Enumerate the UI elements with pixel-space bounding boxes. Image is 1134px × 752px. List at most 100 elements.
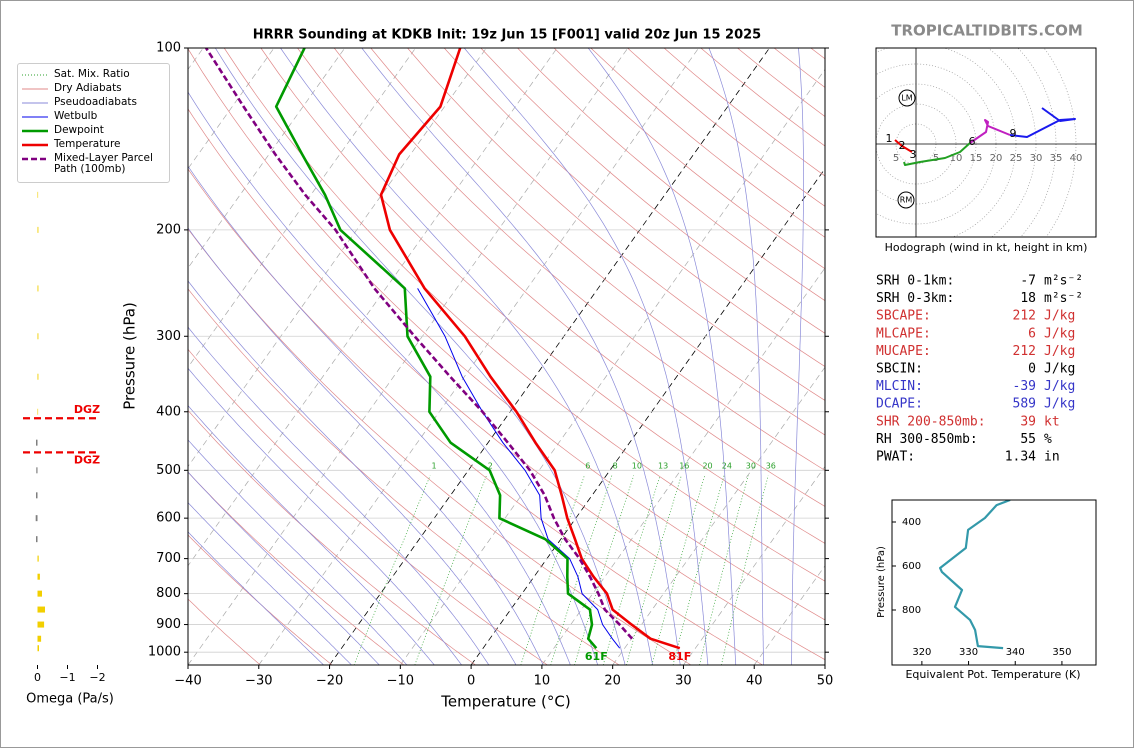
- y-tick-label: 300: [156, 329, 181, 344]
- isotherm: [471, 48, 911, 665]
- index-unit: J/kg: [1044, 397, 1075, 412]
- mixing-ratio-label: 36: [766, 462, 776, 471]
- legend-label: Wetbulb: [54, 111, 97, 122]
- index-unit: %: [1044, 432, 1052, 447]
- y-tick-label: 600: [156, 511, 181, 526]
- dgz-label: DGZ: [74, 453, 100, 466]
- x-tick-label: 0: [34, 671, 41, 684]
- index-value: 55: [1020, 432, 1036, 447]
- x-tick-label: 30: [675, 674, 692, 689]
- omega-bar: [38, 374, 39, 380]
- y-tick-label: 900: [156, 617, 181, 632]
- mixing-ratio-line: [626, 476, 681, 666]
- x-tick-label: 330: [959, 647, 978, 658]
- y-tick-label: 800: [902, 605, 921, 616]
- legend-entry: Pseudoadiabats: [22, 97, 169, 108]
- dry-adiabat: [518, 48, 1134, 665]
- legend-swatch: [22, 154, 48, 164]
- mixing-ratio-label: 24: [722, 462, 732, 471]
- mixing-ratio-label: 1: [432, 462, 437, 471]
- legend-label: Mixed-Layer Parcel Path (100mb): [54, 153, 169, 175]
- hodograph-trace: [970, 120, 1010, 143]
- mixing-ratio-line: [575, 476, 634, 666]
- ring-label: 35: [1050, 153, 1063, 164]
- omega-bar: [36, 536, 38, 542]
- y-tick-label: 500: [156, 463, 181, 478]
- mixing-ratio-label: 6: [585, 462, 590, 471]
- omega-bar: [38, 636, 42, 642]
- legend-entry: Wetbulb: [22, 111, 169, 122]
- pseudoadiabat: [162, 48, 598, 665]
- legend-swatch: [22, 140, 48, 150]
- mixing-ratio-line: [415, 476, 487, 666]
- index-label: SHR 200-850mb:: [876, 414, 986, 429]
- isotherm: [400, 48, 840, 665]
- index-unit: J/kg: [1044, 326, 1075, 341]
- y-tick-label: 200: [156, 222, 181, 237]
- skewt-plot: [0, 48, 1134, 665]
- y-tick-label: 700: [156, 551, 181, 566]
- y-tick-label: 1000: [148, 645, 181, 660]
- x-tick-label: −30: [245, 674, 272, 689]
- x-tick-label: 40: [746, 674, 763, 689]
- dry-adiabat: [774, 48, 1134, 665]
- ring-label: 5: [893, 153, 899, 164]
- theta-y-label: Pressure (hPa): [876, 546, 887, 618]
- mixing-ratio-label: 13: [658, 462, 668, 471]
- index-label: MUCAPE:: [876, 344, 931, 359]
- index-value: 1.34: [1005, 450, 1036, 465]
- mixing-ratio-label: 20: [702, 462, 712, 471]
- legend-entry: Mixed-Layer Parcel Path (100mb): [22, 153, 169, 175]
- ring-label: 30: [1030, 153, 1043, 164]
- x-tick-label: −20: [316, 674, 343, 689]
- x-tick-label: 340: [1006, 647, 1025, 658]
- omega-bar: [36, 440, 38, 446]
- mixing-ratio-label: 2: [488, 462, 493, 471]
- index-value: 6: [1028, 326, 1036, 341]
- index-label: SRH 0-3km:: [876, 291, 954, 306]
- index-value: 39: [1020, 414, 1036, 429]
- omega-bar: [38, 607, 46, 613]
- legend-label: Dry Adiabats: [54, 83, 122, 94]
- index-unit: m²s⁻²: [1044, 291, 1083, 306]
- ring-label: 20: [990, 153, 1003, 164]
- height-label: 9: [1010, 127, 1017, 140]
- theta-e-frame: [892, 500, 1096, 665]
- surface-label: 81F: [668, 650, 691, 663]
- x-axis-label: Temperature (°C): [440, 693, 570, 711]
- omega-bar: [38, 333, 39, 339]
- dry-adiabat: [224, 48, 978, 665]
- index-value: 212: [1013, 309, 1036, 324]
- ring-label: 15: [970, 153, 983, 164]
- index-label: SBCIN:: [876, 362, 923, 377]
- legend-swatch: [22, 112, 48, 122]
- omega-bar: [36, 492, 38, 498]
- index-value: -7: [1020, 274, 1036, 289]
- index-label: DCAPE:: [876, 397, 923, 412]
- index-unit: in: [1044, 450, 1060, 465]
- isotherm: [117, 48, 557, 665]
- omega-bar: [38, 574, 40, 580]
- index-unit: J/kg: [1044, 362, 1075, 377]
- x-tick-label: 50: [817, 674, 834, 689]
- height-label: 3: [910, 148, 917, 161]
- mixing-ratio-line: [700, 476, 749, 666]
- index-unit: J/kg: [1044, 379, 1075, 394]
- mixing-ratio-line: [551, 476, 612, 666]
- isotherm: [825, 48, 1134, 665]
- height-label: 2: [899, 139, 906, 152]
- pseudoadiabat: [118, 48, 570, 665]
- legend-swatch: [22, 70, 48, 80]
- pseudoadiabat: [588, 48, 736, 665]
- index-unit: kt: [1044, 414, 1060, 429]
- omega-bar: [36, 515, 38, 521]
- ring-label: 40: [1070, 153, 1083, 164]
- storm-motion-label: RM: [900, 196, 913, 205]
- legend-swatch: [22, 84, 48, 94]
- x-tick-label: −2: [89, 671, 105, 684]
